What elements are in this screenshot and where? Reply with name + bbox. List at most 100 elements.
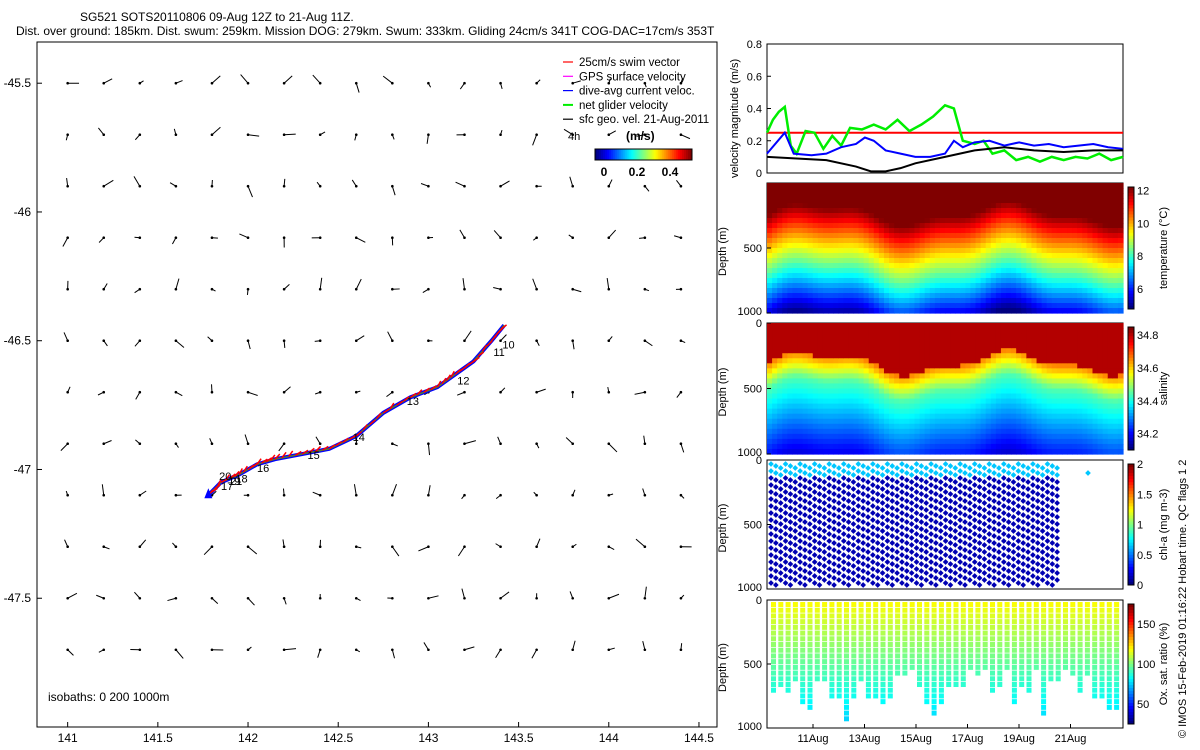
temperature-cell xyxy=(1077,253,1083,259)
salinity-cell xyxy=(934,378,941,385)
salinity-cell xyxy=(1087,323,1094,329)
salinity-cell xyxy=(873,433,880,440)
salinity-cell xyxy=(1077,413,1083,420)
swim-vector xyxy=(274,453,281,460)
temperature-cell xyxy=(1067,218,1073,224)
salinity-cell xyxy=(848,388,855,395)
chla-point xyxy=(908,500,915,506)
temperature-cell xyxy=(899,193,905,199)
salinity-cell xyxy=(822,448,829,455)
salinity-cell xyxy=(1082,433,1088,440)
salinity-cell xyxy=(848,353,855,359)
salinity-cell xyxy=(904,433,910,440)
temperature-cell xyxy=(1082,268,1088,274)
salinity-cell xyxy=(980,333,987,339)
chla-point xyxy=(860,568,866,574)
salinity-cell xyxy=(995,378,1002,385)
salinity-cell xyxy=(1011,383,1017,390)
swim-vector xyxy=(389,402,395,410)
salinity-cell xyxy=(1087,338,1094,344)
temperature-cell xyxy=(1092,303,1099,309)
temperature-cell xyxy=(1041,278,1048,284)
temperature-cell xyxy=(945,208,951,214)
temperature-cell xyxy=(1011,278,1017,284)
temperature-cell xyxy=(909,208,916,214)
temperature-cell xyxy=(858,258,865,264)
salinity-cell xyxy=(817,433,824,440)
salinity-cell xyxy=(1072,408,1078,415)
salinity-cell xyxy=(985,408,992,415)
temperature-cell xyxy=(970,243,977,249)
temperature-cell xyxy=(1112,183,1119,189)
salinity-cell xyxy=(838,323,844,329)
salinity-cell xyxy=(792,333,799,339)
temperature-cell xyxy=(772,198,778,204)
temperature-cell xyxy=(1112,278,1119,284)
swim-vector xyxy=(362,424,368,431)
current-vector-dot xyxy=(427,81,430,85)
temperature-colorbar-tick: 8 xyxy=(1137,251,1143,263)
temperature-cell xyxy=(1021,253,1027,259)
temperature-cell xyxy=(990,208,997,214)
salinity-cell xyxy=(1097,398,1104,405)
salinity-cell xyxy=(863,343,870,349)
temperature-cell xyxy=(873,253,880,259)
current-vector xyxy=(536,538,541,547)
temperature-cell xyxy=(878,218,885,224)
chla-point xyxy=(797,559,803,565)
chla-point xyxy=(840,573,847,579)
temperature-cell xyxy=(767,268,773,274)
salinity-cell xyxy=(970,418,977,425)
temperature-cell xyxy=(950,238,956,244)
salinity-cell xyxy=(1021,343,1027,349)
current-vector-dot xyxy=(102,493,106,497)
temperature-cell xyxy=(848,238,855,244)
temperature-cell xyxy=(914,223,921,229)
temperature-cell xyxy=(797,248,804,254)
swim-vector xyxy=(335,441,343,447)
temperature-cell xyxy=(817,303,824,309)
chla-point xyxy=(806,507,813,513)
temperature-cell xyxy=(909,268,916,274)
temperature-cell xyxy=(1077,228,1083,234)
salinity-cell xyxy=(1107,423,1114,430)
salinity-ytick-label: 1000 xyxy=(738,447,762,459)
temperature-cell xyxy=(1072,233,1078,239)
temperature-cell xyxy=(924,293,931,299)
salinity-cell xyxy=(1107,433,1114,440)
temperature-cell xyxy=(1016,193,1022,199)
salinity-cell xyxy=(909,408,916,415)
current-vector-dot xyxy=(499,442,502,446)
temperature-cell xyxy=(1031,278,1038,284)
temperature-cell xyxy=(1097,233,1104,239)
salinity-cell xyxy=(1067,373,1073,380)
temperature-cell xyxy=(787,268,794,274)
chla-point xyxy=(937,521,944,527)
temperature-cell xyxy=(894,238,900,244)
chla-point xyxy=(860,554,866,560)
temperature-cell xyxy=(797,203,804,209)
temperature-cell xyxy=(970,258,977,264)
salinity-cell xyxy=(985,403,992,410)
colorbar-cell xyxy=(651,149,655,160)
salinity-cell xyxy=(1112,363,1119,369)
map-ytick-label: -46 xyxy=(14,205,32,219)
temperature-cell xyxy=(802,268,809,274)
salinity-cell xyxy=(1067,413,1073,420)
salinity-cell xyxy=(995,413,1002,420)
temperature-cell xyxy=(1031,288,1038,294)
colorbar-tick: 0 xyxy=(601,165,608,179)
temperature-cell xyxy=(782,188,788,194)
temperature-cell xyxy=(1006,283,1012,289)
temperature-cell xyxy=(797,273,804,279)
salinity-cell xyxy=(1021,378,1027,385)
chla-point xyxy=(933,554,939,560)
temperature-cell xyxy=(873,183,880,189)
swim-vector xyxy=(238,468,243,475)
salinity-cell xyxy=(822,343,829,349)
chla-point xyxy=(782,566,789,572)
temperature-cell xyxy=(899,198,905,204)
temperature-cell xyxy=(1061,273,1068,279)
current-vector xyxy=(495,649,501,659)
temperature-cell xyxy=(960,243,966,249)
